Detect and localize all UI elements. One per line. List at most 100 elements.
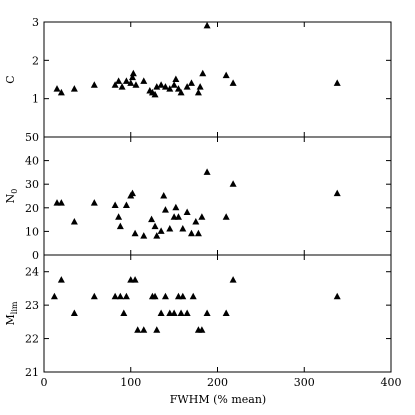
- data-point: [172, 75, 180, 82]
- data-point: [148, 215, 156, 223]
- data-point: [140, 77, 148, 84]
- y-tick-label: 24: [25, 266, 39, 279]
- data-point: [90, 292, 98, 300]
- data-point: [57, 276, 65, 283]
- data-point: [166, 85, 174, 92]
- data-point: [203, 21, 211, 29]
- data-point: [157, 81, 165, 88]
- data-point: [333, 79, 341, 86]
- data-point: [333, 189, 341, 197]
- data-point: [183, 309, 191, 316]
- data-point: [187, 229, 195, 237]
- data-point: [122, 292, 130, 300]
- data-point: [183, 83, 191, 90]
- data-point: [50, 292, 58, 300]
- data-point: [174, 85, 182, 92]
- panel-1: 1 2 3 C: [4, 16, 392, 138]
- y-tick-label: 23: [25, 299, 39, 312]
- x-tick-label: 300: [294, 376, 315, 389]
- y-tick-label: 2: [32, 54, 39, 67]
- data-point: [187, 79, 195, 86]
- x-tick-label: 400: [381, 376, 402, 389]
- data-point: [151, 292, 159, 300]
- data-point: [196, 83, 204, 90]
- data-point: [174, 213, 182, 220]
- y-tick-label: 22: [25, 333, 39, 346]
- data-point: [132, 81, 140, 88]
- y-tick-label: 10: [25, 225, 39, 238]
- data-point: [170, 309, 178, 316]
- data-point: [151, 222, 159, 230]
- panel-2: 0 10 20 30 40 50 N0: [4, 131, 392, 262]
- y-axis-label: C: [4, 75, 17, 83]
- y-axis-label: Mlim: [4, 301, 19, 325]
- data-point: [151, 90, 159, 98]
- x-axis-label: FWHM (% mean): [170, 393, 266, 406]
- y-tick-label: 3: [32, 16, 39, 29]
- data-point: [229, 180, 237, 187]
- y-tick-label: 0: [32, 249, 39, 262]
- data-point: [90, 199, 98, 206]
- panel-frame: [43, 254, 392, 373]
- data-point: [177, 309, 185, 316]
- x-tick-label: 100: [120, 376, 141, 389]
- data-point: [177, 88, 185, 96]
- data-point: [57, 199, 65, 206]
- y-tick-label: 1: [32, 93, 39, 106]
- data-point: [140, 232, 148, 239]
- y-tick-label: 50: [25, 131, 39, 144]
- x-tick-labels: 0 100 200 300 400: [41, 376, 402, 389]
- data-point: [189, 292, 197, 300]
- data-point: [134, 326, 142, 333]
- data-point: [115, 213, 123, 220]
- data-point: [70, 217, 78, 225]
- data-point: [116, 222, 124, 230]
- data-point: [183, 208, 191, 216]
- data-point: [203, 168, 211, 175]
- data-point: [222, 309, 230, 316]
- data-point: [116, 292, 124, 300]
- data-point: [194, 88, 202, 96]
- data-point: [172, 203, 180, 211]
- x-tick-label: 0: [41, 376, 48, 389]
- data-point: [199, 69, 207, 77]
- data-point: [111, 81, 119, 88]
- data-point: [131, 276, 139, 283]
- data-point: [203, 309, 211, 316]
- data-point: [153, 83, 161, 90]
- data-point: [131, 229, 139, 237]
- data-point: [128, 73, 136, 81]
- data-point: [111, 201, 119, 208]
- data-point: [118, 83, 126, 90]
- y-tick-label: 30: [25, 178, 39, 191]
- data-point: [128, 189, 136, 197]
- data-point: [198, 213, 206, 220]
- panel-frame: [43, 21, 392, 138]
- data-point: [170, 81, 178, 88]
- x-tick-label: 200: [207, 376, 228, 389]
- data-point: [222, 71, 230, 79]
- data-point: [166, 225, 174, 232]
- data-point: [111, 292, 119, 300]
- data-point: [115, 77, 123, 84]
- data-point: [160, 192, 168, 199]
- data-point: [161, 206, 169, 213]
- data-point: [229, 79, 237, 86]
- data-point: [179, 292, 187, 300]
- data-point: [153, 326, 161, 333]
- data-point: [120, 309, 128, 316]
- y-axis-label: N0: [4, 189, 19, 204]
- data-point: [157, 227, 165, 234]
- data-point: [194, 229, 202, 237]
- data-point: [53, 85, 61, 92]
- data-point: [140, 326, 148, 333]
- y-tick-label: 20: [25, 202, 39, 215]
- data-point: [70, 85, 78, 92]
- data-point: [179, 225, 187, 232]
- data-point: [222, 213, 230, 220]
- data-point: [90, 81, 98, 88]
- data-point: [192, 217, 200, 225]
- data-point: [153, 232, 161, 239]
